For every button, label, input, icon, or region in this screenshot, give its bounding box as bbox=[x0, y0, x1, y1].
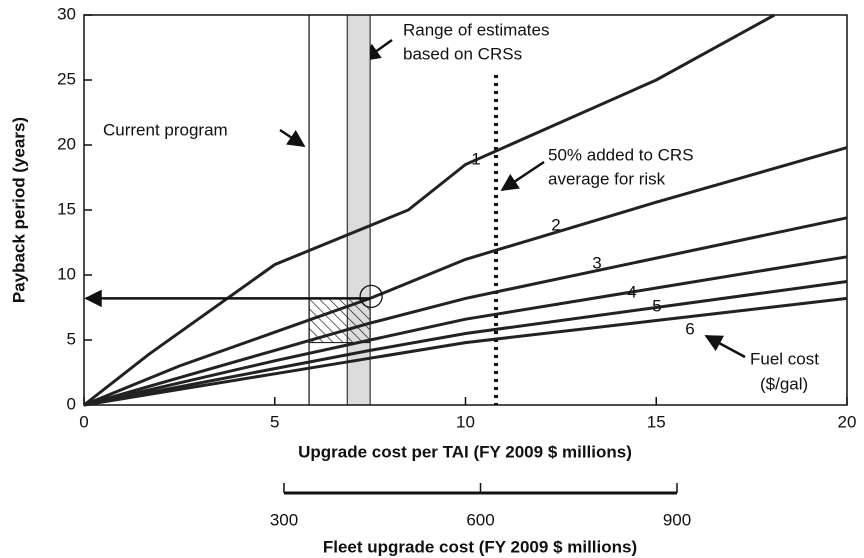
annotation: ($/gal) bbox=[760, 374, 808, 393]
annotation: Current program bbox=[103, 120, 228, 139]
annotation-arrow bbox=[279, 128, 306, 148]
x2-tick-label: 600 bbox=[466, 510, 494, 529]
y-tick-label: 10 bbox=[57, 264, 76, 283]
annotation: Range of estimates bbox=[403, 20, 549, 39]
payback-point bbox=[359, 284, 383, 309]
plot-frame bbox=[83, 14, 848, 406]
x2-tick-label: 300 bbox=[270, 510, 298, 529]
series-label: 3 bbox=[592, 253, 601, 272]
annotation: 50% added to CRS bbox=[548, 145, 694, 164]
y-axis-label: Payback period (years) bbox=[9, 117, 28, 303]
crs-range-band bbox=[346, 14, 371, 406]
hatched-area bbox=[308, 297, 371, 344]
series-line bbox=[83, 296, 848, 407]
y-tick-label: 5 bbox=[67, 329, 76, 348]
x-tick-label: 0 bbox=[79, 412, 88, 431]
annotation: Fuel cost bbox=[750, 349, 819, 368]
x2-axis-label: Fleet upgrade cost (FY 2009 $ millions) bbox=[323, 537, 637, 556]
y-tick-label: 20 bbox=[57, 134, 76, 153]
series-line bbox=[83, 280, 848, 407]
annotation-arrow bbox=[500, 160, 545, 192]
series-label: 4 bbox=[627, 282, 636, 301]
y-tick-label: 30 bbox=[57, 4, 76, 23]
y-tick-label: 25 bbox=[57, 69, 76, 88]
series-line bbox=[83, 13, 776, 407]
series-label: 2 bbox=[551, 215, 560, 234]
x-axis-label: Upgrade cost per TAI (FY 2009 $ millions… bbox=[298, 442, 632, 461]
annotation-arrow bbox=[704, 334, 746, 359]
series-line bbox=[83, 216, 848, 407]
annotation: average for risk bbox=[548, 169, 666, 188]
x-tick-label: 20 bbox=[838, 412, 857, 431]
annotation: based on CRSs bbox=[403, 44, 522, 63]
x2-tick-label: 900 bbox=[663, 510, 691, 529]
y-tick-label: 0 bbox=[67, 394, 76, 413]
x-tick-label: 10 bbox=[456, 412, 475, 431]
x-tick-label: 5 bbox=[270, 412, 279, 431]
series-label: 5 bbox=[652, 296, 661, 315]
series-line bbox=[83, 255, 848, 407]
series-label: 1 bbox=[471, 149, 480, 168]
x-tick-label: 15 bbox=[647, 412, 666, 431]
series-label: 6 bbox=[685, 319, 694, 338]
y-tick-label: 15 bbox=[57, 199, 76, 218]
